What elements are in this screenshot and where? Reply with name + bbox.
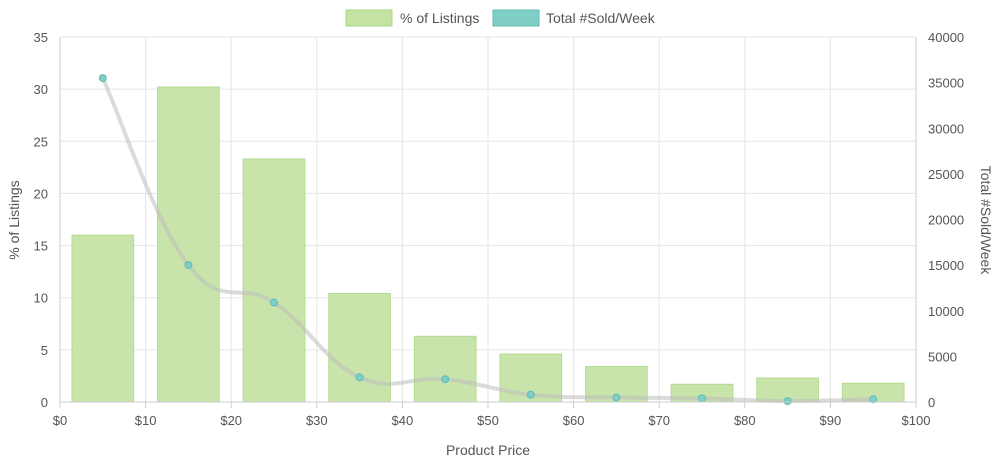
legend-swatch-listings xyxy=(345,9,393,27)
bar[interactable] xyxy=(328,293,391,403)
y-left-tick-label: 35 xyxy=(34,30,48,45)
y-right-tick-label: 15000 xyxy=(928,258,964,273)
line-point[interactable] xyxy=(869,395,878,404)
legend-item-sold[interactable]: Total #Sold/Week xyxy=(492,9,656,27)
x-tick-label: $70 xyxy=(648,413,670,428)
y-left-tick-label: 0 xyxy=(41,395,48,410)
y-left-tick-label: 25 xyxy=(34,134,48,149)
line-point[interactable] xyxy=(612,393,621,402)
y-left-tick-label: 5 xyxy=(41,343,48,358)
x-tick-label: $90 xyxy=(820,413,842,428)
line-point[interactable] xyxy=(783,397,792,406)
line-point[interactable] xyxy=(355,373,364,382)
bar[interactable] xyxy=(242,158,306,403)
y-axis-left-title: % of Listings xyxy=(6,180,22,259)
y-right-tick-label: 35000 xyxy=(928,76,964,91)
legend: % of Listings Total #Sold/Week xyxy=(345,9,656,27)
y-right-tick-label: 10000 xyxy=(928,304,964,319)
x-tick-label: $50 xyxy=(477,413,499,428)
x-tick-label: $60 xyxy=(563,413,585,428)
legend-item-listings[interactable]: % of Listings xyxy=(345,9,479,27)
y-right-tick-label: 5000 xyxy=(928,349,957,364)
y-left-tick-label: 10 xyxy=(34,291,48,306)
x-tick-label: $20 xyxy=(220,413,242,428)
line-point[interactable] xyxy=(441,375,450,384)
x-tick-label: $100 xyxy=(902,413,931,428)
legend-swatch-sold xyxy=(492,9,540,27)
y-left-tick-label: 20 xyxy=(34,186,48,201)
y-right-tick-label: 25000 xyxy=(928,167,964,182)
x-tick-label: $10 xyxy=(135,413,157,428)
axes: 0 5 10 15 20 25 30 35 0 5000 10000 15000 20000 25000 3… xyxy=(34,30,965,428)
x-tick-label: $80 xyxy=(734,413,756,428)
y-right-tick-label: 40000 xyxy=(928,30,964,45)
line-point[interactable] xyxy=(698,394,706,403)
line-point[interactable] xyxy=(184,261,193,270)
line-series xyxy=(98,74,878,406)
bar[interactable] xyxy=(413,335,477,403)
bar[interactable] xyxy=(71,234,135,403)
x-tick-label: $40 xyxy=(392,413,414,428)
line-point[interactable] xyxy=(270,298,278,307)
y-left-tick-label: 30 xyxy=(34,82,48,97)
line-point[interactable] xyxy=(526,390,535,399)
legend-label-listings: % of Listings xyxy=(400,10,479,26)
y-axis-right-title: Total #Sold/Week xyxy=(978,166,994,276)
x-tick-label: $30 xyxy=(306,413,328,428)
y-right-tick-label: 30000 xyxy=(928,121,964,136)
line-point[interactable] xyxy=(98,74,107,83)
bar-series xyxy=(71,86,905,403)
sold-line xyxy=(100,76,876,404)
y-left-tick-label: 15 xyxy=(34,239,48,254)
y-right-tick-label: 20000 xyxy=(928,213,964,228)
y-right-tick-label: 0 xyxy=(928,395,935,410)
x-axis-title: Product Price xyxy=(446,442,530,458)
bar[interactable] xyxy=(157,86,220,403)
x-tick-label: $0 xyxy=(53,413,67,428)
legend-label-sold: Total #Sold/Week xyxy=(546,10,656,26)
